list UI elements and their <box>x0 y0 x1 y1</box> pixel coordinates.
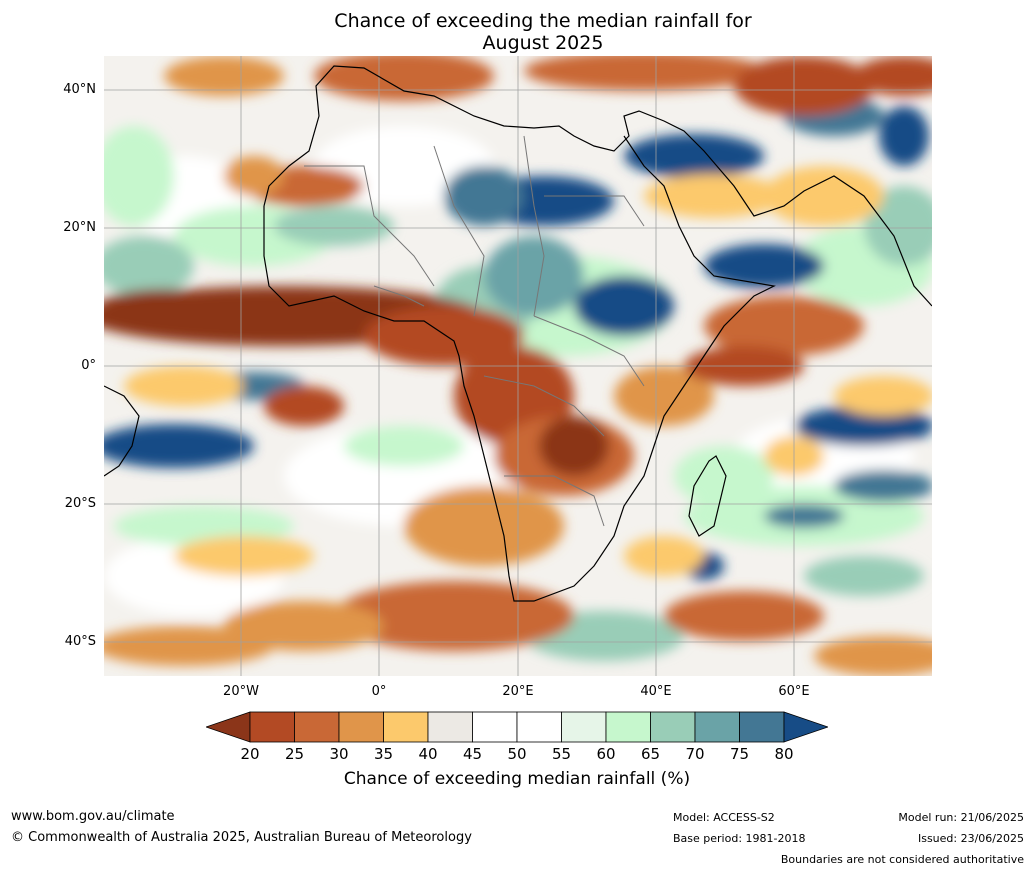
colorbar-tick-label: 65 <box>640 745 661 763</box>
country-boundaries <box>304 135 645 527</box>
coastlines <box>104 65 932 602</box>
lon-label-20e: 20°E <box>502 684 534 699</box>
colorbar-tick-label: 35 <box>373 745 394 763</box>
colorbar-bin <box>561 711 607 743</box>
colorbar-tick-label: 45 <box>462 745 483 763</box>
colorbar-tick-label: 40 <box>418 745 438 763</box>
footer-base-period: Base period: 1981-2018 <box>673 832 806 845</box>
footer-issued: Issued: 23/06/2025 <box>917 832 1024 845</box>
colorbar-tick-label: 70 <box>685 745 705 763</box>
lon-label-60e: 60°E <box>778 684 810 699</box>
lat-label-20s: 20°S <box>64 496 96 511</box>
colorbar-bin <box>516 711 562 743</box>
title-line-2: August 2025 <box>482 32 604 54</box>
footer-model: Model: ACCESS-S2 <box>673 811 775 824</box>
colorbar-bin <box>427 711 473 743</box>
colorbar-tick-label: 80 <box>774 745 794 763</box>
colorbar-tick-label: 60 <box>596 745 616 763</box>
footer-model-run: Model run: 21/06/2025 <box>898 811 1024 824</box>
colorbar-bin <box>383 711 429 743</box>
colorbar-extend-low <box>206 711 251 743</box>
colorbar-bin <box>605 711 651 743</box>
colorbar-bin <box>249 711 295 743</box>
colorbar-tick-label: 20 <box>240 745 260 763</box>
colorbar-bin <box>338 711 384 743</box>
colorbar-tick-label: 30 <box>329 745 349 763</box>
colorbar-tick-label: 55 <box>551 745 572 763</box>
footer-url[interactable]: www.bom.gov.au/climate <box>11 809 175 824</box>
colorbar-label: Chance of exceeding median rainfall (%) <box>343 769 691 789</box>
colorbar-bin <box>694 711 740 743</box>
colorbar-bin <box>650 711 696 743</box>
footer-boundaries-note: Boundaries are not considered authoritat… <box>780 853 1024 866</box>
colorbar-tick-label: 50 <box>507 745 527 763</box>
map-title: Chance of exceeding the median rainfall … <box>0 10 1035 54</box>
footer-copyright: © Commonwealth of Australia 2025, Austra… <box>11 830 472 845</box>
lat-label-equator: 0° <box>81 358 96 373</box>
lon-label-40e: 40°E <box>640 684 672 699</box>
madagascar-outline <box>688 455 727 537</box>
colorbar-tick-label: 75 <box>729 745 750 763</box>
rainfall-anomaly-field <box>104 56 932 676</box>
title-line-1: Chance of exceeding the median rainfall … <box>334 10 752 32</box>
rainfall-probability-map[interactable] <box>104 56 932 676</box>
colorbar <box>206 711 828 743</box>
lat-label-20n: 20°N <box>63 220 96 235</box>
colorbar-bin <box>294 711 340 743</box>
colorbar-bin <box>739 711 785 743</box>
colorbar-bin <box>472 711 518 743</box>
lat-label-40s: 40°S <box>64 634 96 649</box>
lat-label-40n: 40°N <box>63 82 96 97</box>
lon-label-20w: 20°W <box>223 684 259 699</box>
colorbar-tick-label: 25 <box>284 745 305 763</box>
colorbar-extend-high <box>783 711 828 743</box>
lon-label-0: 0° <box>371 684 387 699</box>
graticule <box>104 56 932 676</box>
